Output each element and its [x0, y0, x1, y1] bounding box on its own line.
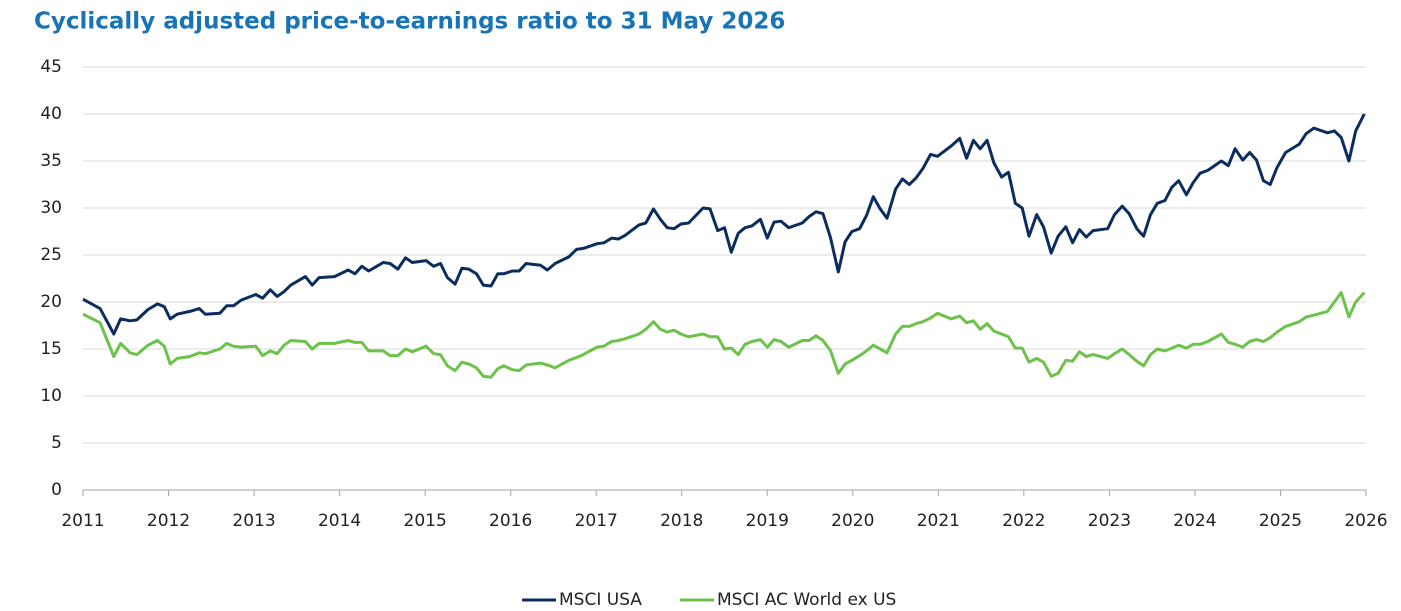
y-tick-label: 30: [40, 198, 62, 218]
x-tick-label: 2013: [232, 511, 275, 531]
x-tick-label: 2019: [746, 511, 789, 531]
y-tick-label: 10: [40, 386, 62, 406]
x-tick-label: 2025: [1259, 511, 1302, 531]
y-tick-label: 40: [40, 104, 62, 124]
y-tick-label: 20: [40, 292, 62, 312]
series-line: [82, 113, 1366, 336]
y-tick-label: 25: [40, 245, 62, 265]
x-tick-label: 2017: [575, 511, 618, 531]
x-tick-label: 2023: [1088, 511, 1131, 531]
y-tick-label: 0: [51, 480, 62, 500]
x-tick-label: 2016: [489, 511, 532, 531]
x-tick-label: 2022: [1002, 511, 1045, 531]
legend-label: MSCI AC World ex US: [717, 590, 896, 610]
chart-title: Cyclically adjusted price-to-earnings ra…: [34, 9, 785, 35]
x-tick-label: 2011: [61, 511, 104, 531]
y-tick-label: 15: [40, 339, 62, 359]
x-tick-label: 2024: [1173, 511, 1216, 531]
y-tick-label: 5: [51, 433, 62, 453]
y-tick-label: 45: [40, 57, 62, 77]
x-tick-label: 2021: [917, 511, 960, 531]
x-tick-label: 2026: [1344, 511, 1387, 531]
legend-label: MSCI USA: [559, 590, 642, 610]
x-tick-label: 2014: [318, 511, 361, 531]
x-tick-label: 2020: [831, 511, 874, 531]
x-tick-label: 2015: [404, 511, 447, 531]
x-tick-label: 2012: [147, 511, 190, 531]
series-line: [82, 291, 1366, 379]
x-tick-label: 2018: [660, 511, 703, 531]
y-tick-label: 35: [40, 151, 62, 171]
